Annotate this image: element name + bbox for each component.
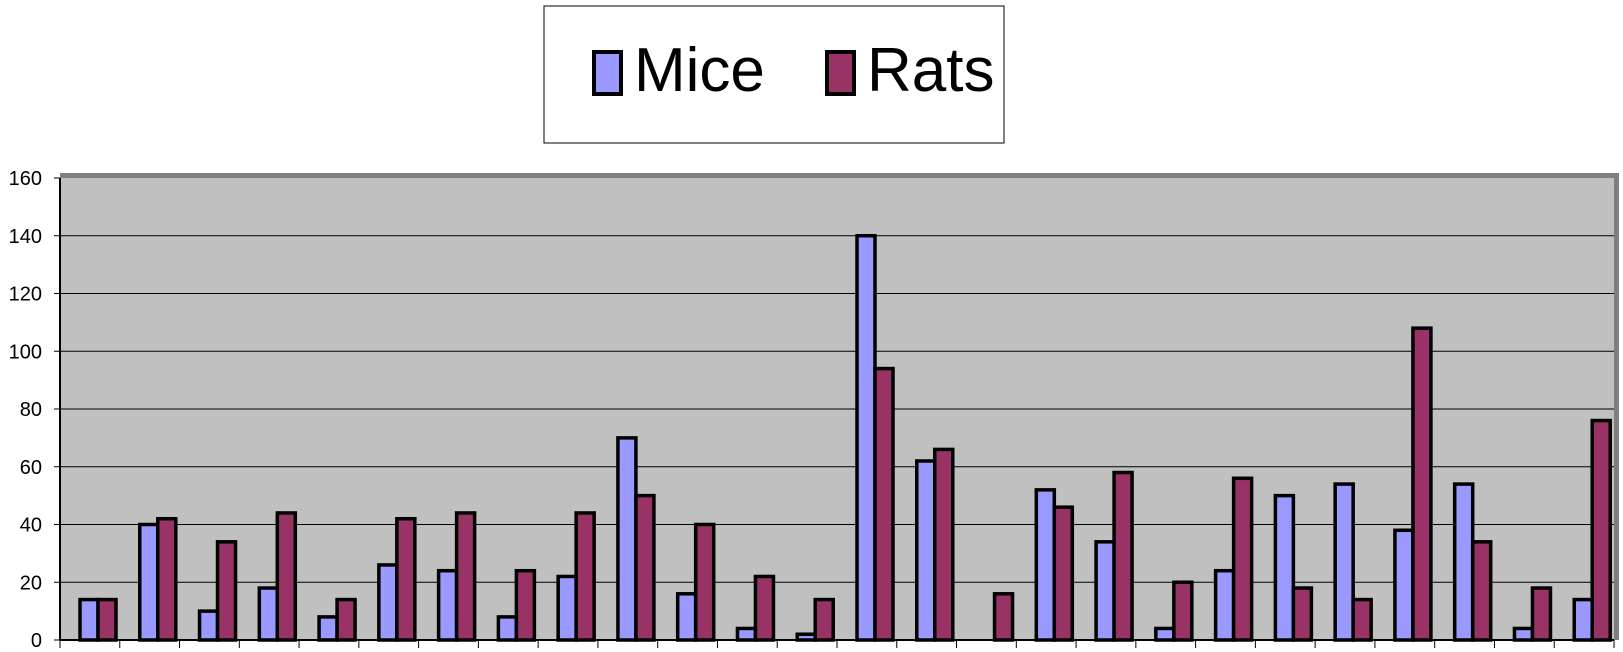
bar-mice-12	[735, 626, 758, 642]
bar-mice-26	[1572, 597, 1594, 642]
legend-label-rats: Rats	[867, 36, 994, 105]
bar-rats-25	[1530, 586, 1553, 642]
bar-mice-18	[1094, 540, 1116, 642]
bar-rats-23	[1411, 326, 1433, 642]
bar-mice-11	[675, 592, 698, 642]
bar-mice-19	[1154, 626, 1176, 642]
bar-rats-2	[156, 516, 178, 642]
bar-rats-9	[574, 511, 596, 642]
bar-mice-9	[556, 574, 578, 642]
y-tick-label: 100	[9, 341, 42, 363]
y-tick-label: 160	[9, 168, 42, 190]
bar-mice-7	[436, 568, 459, 642]
bar-rats-26	[1590, 418, 1612, 642]
bar-mice-4	[257, 586, 280, 642]
bar-mice-15	[915, 459, 937, 642]
y-tick-label: 0	[31, 630, 42, 652]
bar-rats-21	[1291, 586, 1314, 642]
bar-mice-3	[197, 609, 220, 642]
bar-rats-18	[1112, 470, 1134, 642]
bar-mice-25	[1512, 626, 1535, 642]
bar-mice-8	[496, 615, 519, 642]
bar-rats-12	[753, 574, 776, 642]
bar-rats-15	[933, 447, 955, 642]
bar-rats-10	[634, 493, 656, 642]
y-tick-label: 80	[20, 399, 42, 421]
bar-mice-22	[1333, 482, 1355, 642]
bar-mice-13	[795, 632, 817, 642]
bar-rats-13	[813, 597, 835, 642]
bar-rats-16	[992, 592, 1015, 642]
bar-rats-19	[1172, 580, 1194, 642]
bar-rats-22	[1351, 597, 1373, 642]
bar-rats-8	[514, 568, 537, 642]
bar-rats-14	[873, 366, 895, 642]
legend-swatch-rats	[825, 50, 856, 96]
bar-mice-17	[1034, 488, 1057, 642]
bar-mice-21	[1273, 493, 1296, 642]
bar-rats-5	[335, 597, 357, 642]
bar-mice-6	[377, 563, 399, 642]
bar-rats-4	[275, 511, 298, 642]
bar-mice-2	[138, 522, 160, 642]
y-tick-label: 40	[20, 515, 42, 537]
bar-rats-24	[1470, 540, 1493, 642]
y-tick-label: 120	[9, 284, 42, 306]
bar-mice-1	[78, 597, 100, 642]
bar-rats-6	[395, 516, 417, 642]
bar-mice-23	[1393, 528, 1415, 642]
bar-mice-24	[1452, 482, 1475, 642]
bar-rats-1	[96, 597, 118, 642]
bar-mice-20	[1213, 568, 1236, 642]
bar-rats-7	[454, 511, 477, 642]
bar-mice-5	[317, 615, 339, 642]
bar-rats-20	[1231, 476, 1254, 642]
plot-area: 0 20 40 60 80 100 120 140 160	[9, 168, 1619, 652]
legend-swatch-mice	[592, 50, 623, 96]
bar-rats-3	[215, 540, 238, 642]
bar-rats-11	[693, 522, 716, 642]
y-tick-label: 60	[20, 457, 42, 479]
legend: Mice Rats	[543, 5, 1005, 144]
bar-rats-17	[1052, 505, 1075, 642]
y-tick-label: 140	[9, 226, 42, 248]
y-tick-label: 20	[20, 572, 42, 594]
bar-mice-10	[616, 436, 638, 642]
legend-label-mice: Mice	[634, 36, 765, 105]
bar-mice-14	[855, 234, 877, 642]
